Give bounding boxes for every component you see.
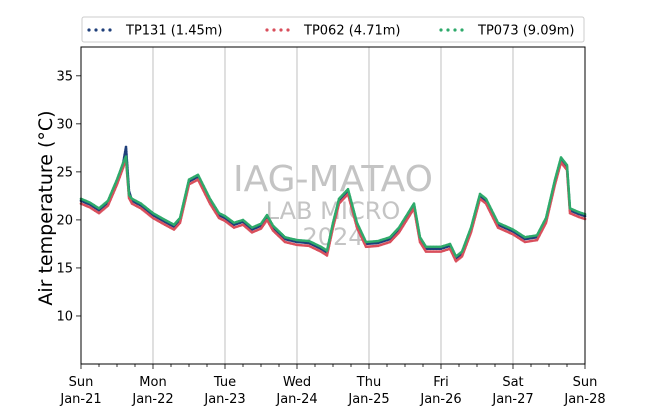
- watermark-line-1: IAG-MATAO: [233, 159, 433, 200]
- x-tick-label-day: Thu: [356, 375, 381, 390]
- legend-item-2: TP062 (4.71m): [265, 24, 400, 39]
- y-tick-label: 15: [56, 261, 73, 276]
- legend-marker: [108, 28, 112, 32]
- x-tick-label-day: Wed: [283, 375, 311, 390]
- legend-item-3: TP073 (9.09m): [439, 24, 574, 39]
- legend-label: TP073 (9.09m): [477, 24, 574, 39]
- x-tick-label-day: Sun: [69, 375, 94, 390]
- x-tick-label-date: Jan-28: [563, 392, 605, 407]
- x-tick-label-date: Jan-23: [203, 392, 245, 407]
- y-axis-label: Air temperature (°C): [35, 110, 57, 305]
- x-tick-label-date: Jan-27: [491, 392, 533, 407]
- legend-label: TP062 (4.71m): [303, 24, 400, 39]
- legend-marker: [272, 28, 276, 32]
- y-tick-label: 30: [56, 117, 73, 132]
- legend-marker: [265, 28, 269, 32]
- x-tick-label-day: Tue: [213, 375, 236, 390]
- x-axis: Sun Jan-21 Mon Jan-22 Tue Jan-23 Wed Jan-24 Thu J…: [59, 364, 606, 407]
- y-tick-label: 20: [56, 213, 73, 228]
- legend-marker: [286, 28, 290, 32]
- y-axis: 10 15 20 25 30 35: [56, 69, 81, 324]
- y-tick-label: 25: [56, 165, 73, 180]
- x-tick-label-date: Jan-24: [275, 392, 317, 407]
- legend-marker: [453, 28, 457, 32]
- legend-marker: [446, 28, 450, 32]
- legend-box: [81, 16, 585, 43]
- x-tick-label-date: Jan-21: [59, 392, 101, 407]
- series-3: [79, 155, 587, 258]
- y-tick-label: 35: [56, 69, 73, 84]
- x-tick-label-day: Sun: [573, 375, 598, 390]
- legend-marker: [279, 28, 283, 32]
- watermark: IAG-MATAO LAB MICRO 2024: [233, 159, 433, 251]
- legend-label: TP131 (1.45m): [125, 24, 222, 39]
- x-tick-label-date: Jan-22: [131, 392, 173, 407]
- legend-marker: [460, 28, 464, 32]
- y-tick-label: 10: [56, 309, 73, 324]
- x-tick-label-day: Sat: [502, 375, 523, 390]
- legend-marker: [94, 28, 98, 32]
- legend-marker: [439, 28, 443, 32]
- series-layer: [79, 145, 587, 263]
- legend-marker: [101, 28, 105, 32]
- x-tick-label-date: Jan-25: [347, 392, 389, 407]
- x-tick-label-date: Jan-26: [419, 392, 461, 407]
- vertical-grid: [152, 47, 514, 364]
- x-tick-label-day: Mon: [139, 375, 166, 390]
- x-tick-label-day: Fri: [433, 375, 449, 390]
- legend: TP131 (1.45m) TP062 (4.71m) TP073 (9.09m): [81, 16, 585, 43]
- legend-item-1: TP131 (1.45m): [87, 24, 222, 39]
- legend-marker: [87, 28, 91, 32]
